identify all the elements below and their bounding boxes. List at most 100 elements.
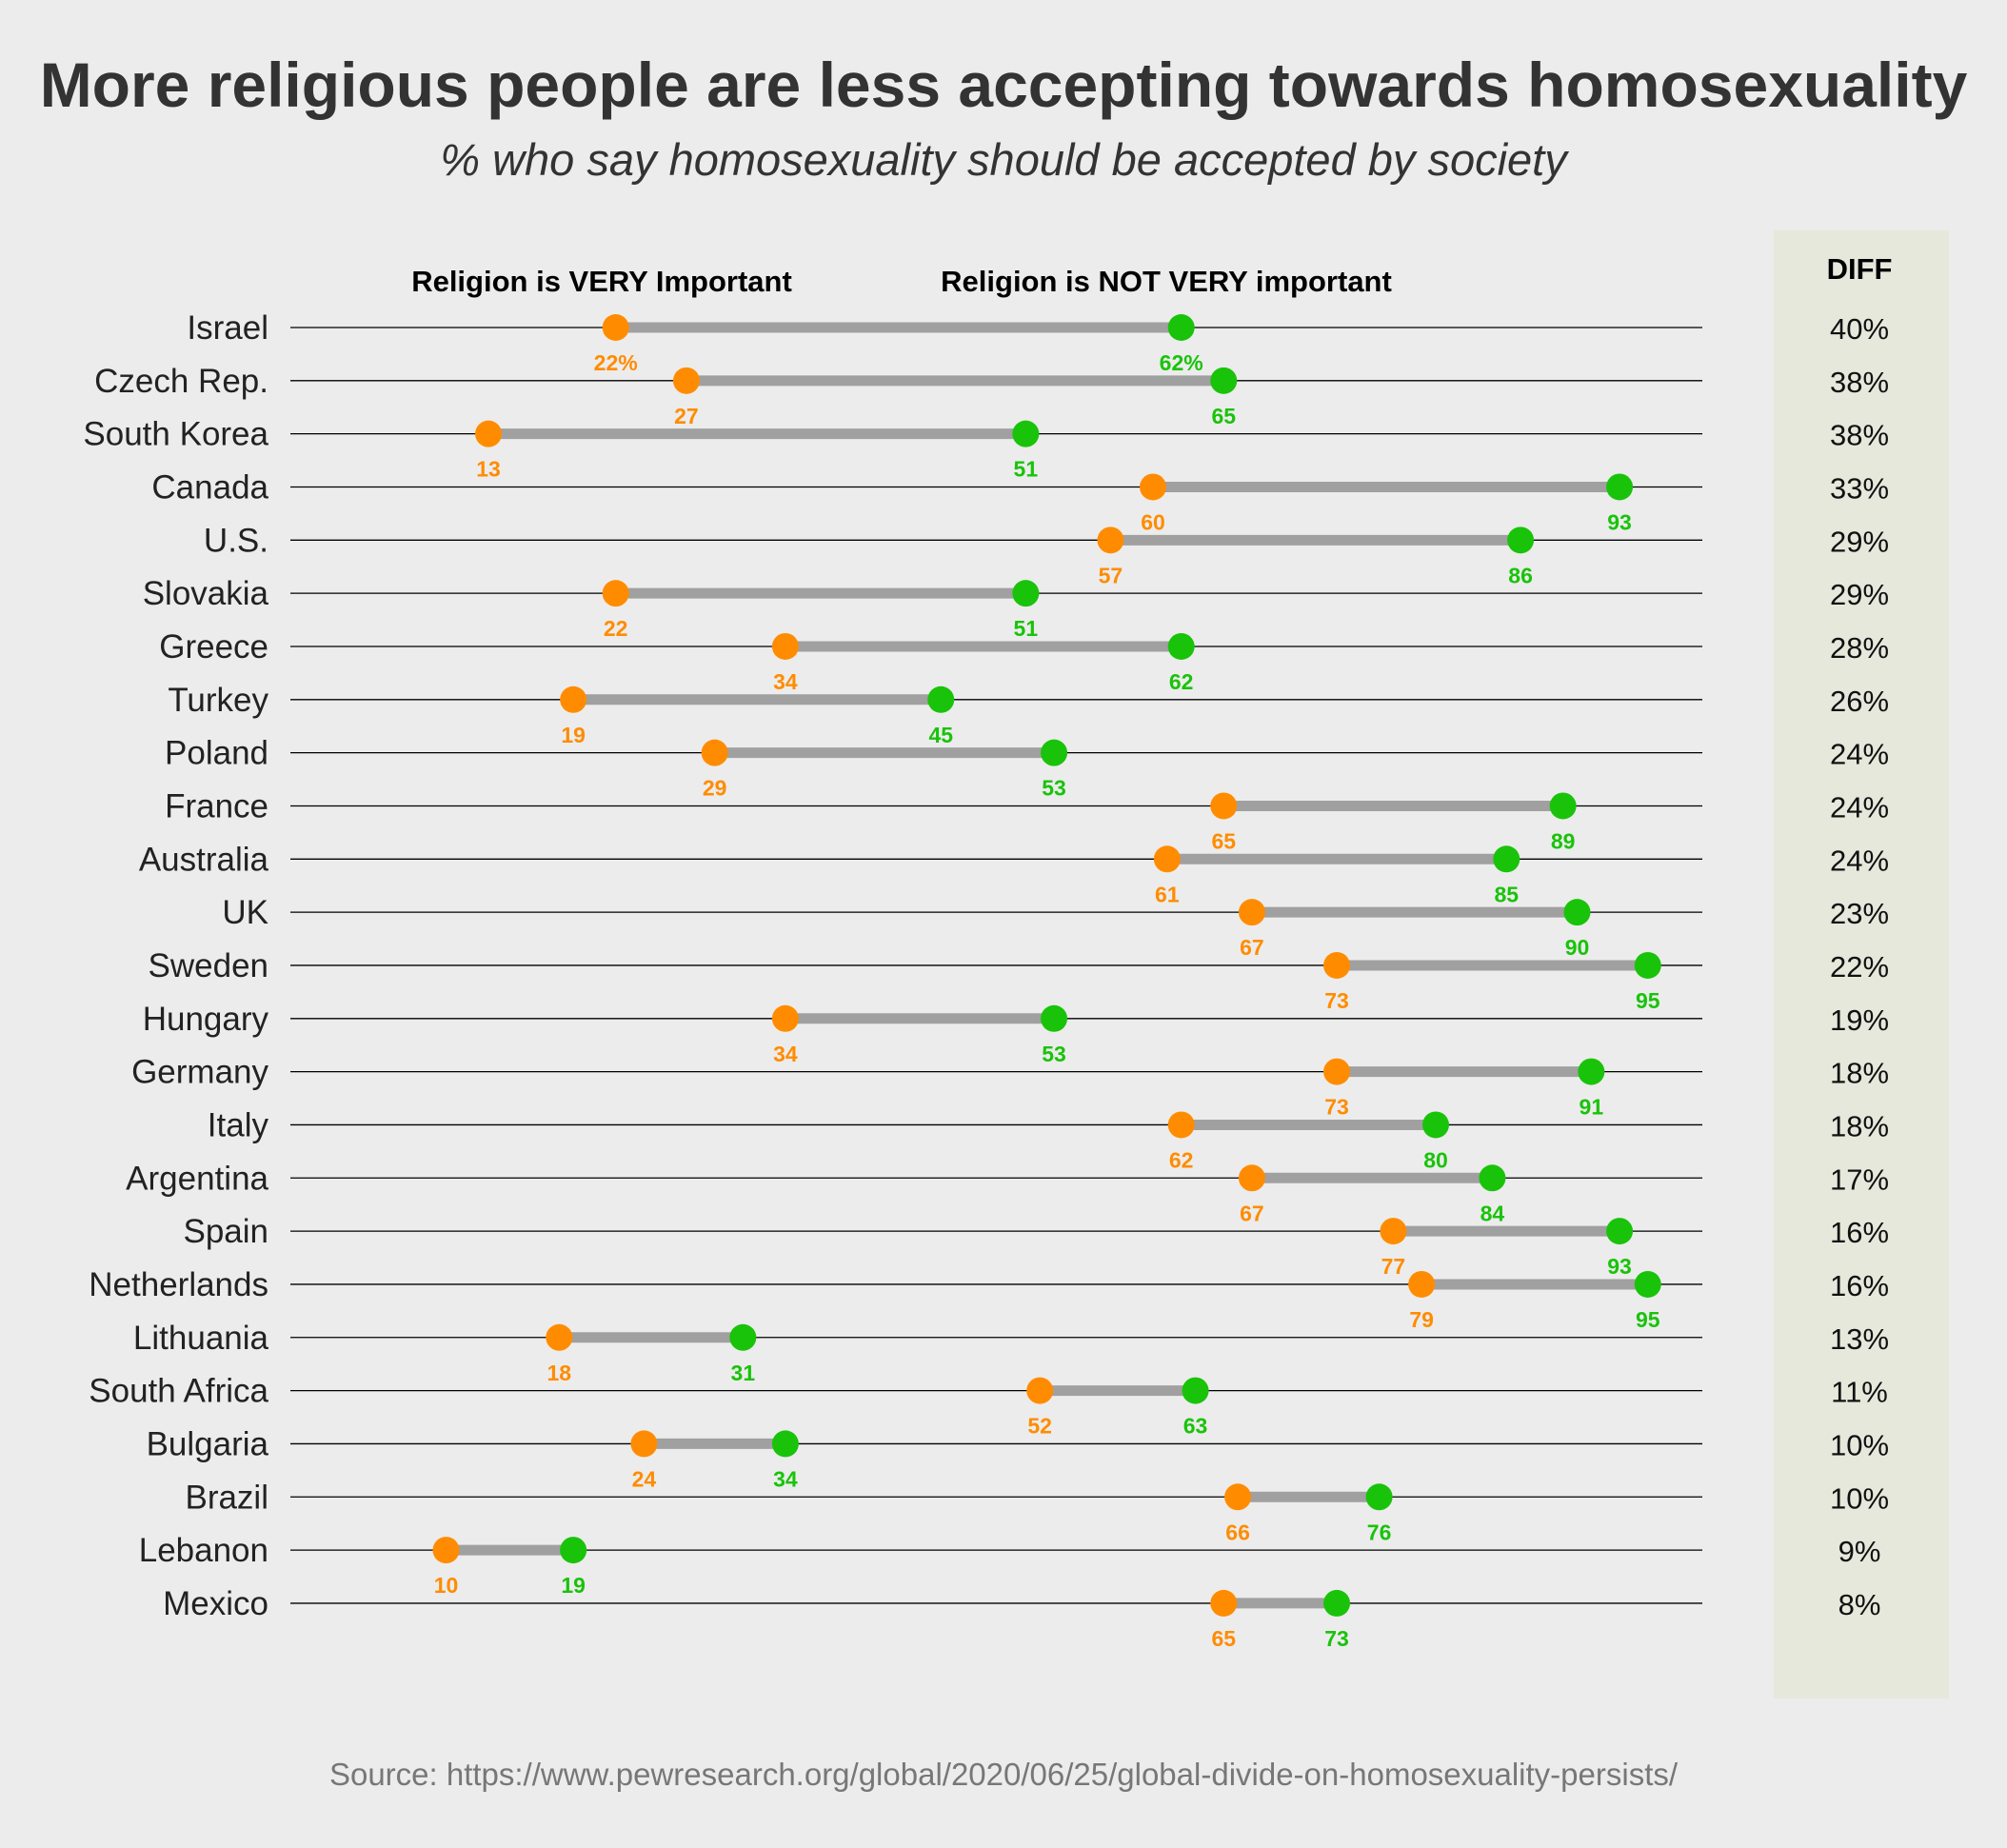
country-label: Slovakia	[143, 575, 269, 612]
value-label-very-important: 67	[1240, 1201, 1264, 1225]
dot-very-important	[1026, 1377, 1054, 1404]
diff-value: 38%	[1830, 419, 1889, 452]
country-label: Sweden	[149, 947, 268, 984]
dot-very-important	[1210, 792, 1238, 820]
value-label-very-important: 65	[1211, 828, 1236, 853]
value-label-very-important: 13	[476, 457, 501, 482]
value-label-not-very-important: 90	[1565, 935, 1590, 960]
diff-value: 24%	[1830, 790, 1889, 824]
diff-value: 18%	[1830, 1057, 1889, 1090]
diff-value: 28%	[1830, 631, 1889, 665]
value-label-very-important: 18	[547, 1361, 572, 1385]
diff-value: 11%	[1831, 1376, 1888, 1409]
country-label: UK	[222, 894, 268, 931]
value-label-very-important: 62	[1169, 1147, 1194, 1172]
dot-very-important	[1140, 473, 1166, 501]
value-label-very-important: 24	[632, 1466, 657, 1491]
value-label-not-very-important: 95	[1636, 988, 1660, 1013]
value-label-very-important: 77	[1381, 1254, 1406, 1279]
dot-not-very-important	[1422, 1111, 1449, 1139]
value-label-not-very-important: 53	[1042, 776, 1066, 801]
country-label: U.S.	[204, 522, 268, 559]
diff-value: 26%	[1830, 685, 1889, 718]
dot-not-very-important	[1012, 420, 1040, 447]
value-label-not-very-important: 73	[1324, 1626, 1349, 1651]
country-label: Israel	[187, 309, 268, 347]
dot-not-very-important	[1167, 632, 1195, 660]
chart-rows: Israel 22% 62% 40% Czech Rep. 27 65 38% South Ko…	[83, 309, 1889, 1651]
diff-value: 9%	[1838, 1535, 1881, 1568]
value-label-not-very-important: 76	[1367, 1520, 1392, 1544]
dot-not-very-important	[1182, 1377, 1209, 1404]
value-label-very-important: 10	[434, 1573, 459, 1598]
dot-very-important	[1224, 1483, 1252, 1511]
dot-very-important	[1408, 1270, 1436, 1298]
value-label-not-very-important: 84	[1480, 1201, 1505, 1225]
value-label-very-important: 67	[1240, 935, 1264, 960]
dot-not-very-important	[1634, 1270, 1661, 1298]
value-label-very-important: 22%	[594, 350, 638, 375]
diff-value: 16%	[1830, 1216, 1889, 1249]
country-label: Lithuania	[133, 1320, 269, 1357]
value-label-very-important: 29	[703, 776, 727, 801]
diff-value: 16%	[1830, 1269, 1889, 1302]
value-label-not-very-important: 93	[1607, 1254, 1632, 1279]
value-label-not-very-important: 91	[1580, 1095, 1604, 1120]
value-label-not-very-important: 86	[1508, 563, 1533, 587]
country-label: Australia	[139, 841, 269, 878]
dot-not-very-important	[1012, 580, 1040, 607]
dot-very-important	[602, 314, 629, 341]
dot-very-important	[1323, 951, 1351, 979]
dot-very-important	[672, 367, 700, 394]
dot-very-important	[1210, 1589, 1238, 1617]
dot-very-important	[771, 1004, 799, 1032]
diff-value: 18%	[1830, 1109, 1889, 1143]
country-label: Bulgaria	[147, 1425, 269, 1462]
country-label: Poland	[165, 735, 268, 772]
value-label-not-very-important: 34	[773, 1466, 798, 1491]
dot-very-important	[475, 420, 503, 447]
diff-value: 17%	[1830, 1162, 1889, 1196]
diff-value: 8%	[1838, 1588, 1881, 1621]
dot-very-important	[1238, 1164, 1265, 1192]
diff-value: 40%	[1830, 312, 1889, 346]
dot-very-important	[1323, 1058, 1351, 1085]
value-label-very-important: 66	[1225, 1520, 1250, 1544]
value-label-not-very-important: 89	[1551, 828, 1576, 853]
diff-value: 29%	[1830, 578, 1889, 611]
value-label-not-very-important: 53	[1042, 1042, 1066, 1066]
dot-very-important	[1153, 845, 1181, 873]
dot-very-important	[432, 1537, 460, 1564]
value-label-very-important: 19	[561, 723, 586, 747]
dot-not-very-important	[927, 686, 955, 713]
dot-not-very-important	[1041, 1004, 1068, 1032]
country-label: Czech Rep.	[94, 363, 268, 400]
dot-very-important	[546, 1323, 573, 1351]
value-label-very-important: 34	[773, 1042, 798, 1066]
country-label: Lebanon	[139, 1532, 268, 1569]
dot-not-very-important	[1493, 845, 1520, 873]
dot-very-important	[1380, 1218, 1407, 1245]
value-label-not-very-important: 95	[1636, 1307, 1660, 1332]
diff-panel	[1774, 230, 1949, 1699]
value-label-not-very-important: 62	[1169, 669, 1194, 694]
value-label-very-important: 27	[674, 404, 699, 428]
chart-subtitle: % who say homosexuality should be accept…	[440, 134, 1569, 185]
diff-value: 29%	[1830, 525, 1889, 558]
diff-value: 19%	[1830, 1003, 1889, 1037]
dot-not-very-important	[1365, 1483, 1393, 1511]
value-label-not-very-important: 93	[1607, 509, 1632, 534]
value-label-not-very-important: 62%	[1160, 350, 1203, 375]
dot-very-important	[1167, 1111, 1195, 1139]
country-label: South Africa	[89, 1373, 268, 1410]
country-label: France	[165, 787, 268, 825]
dot-not-very-important	[1606, 1218, 1634, 1245]
dot-not-very-important	[1634, 951, 1661, 979]
dot-not-very-important	[560, 1537, 587, 1564]
diff-header: DIFF	[1827, 252, 1893, 286]
country-label: Brazil	[185, 1479, 268, 1516]
value-label-very-important: 79	[1409, 1307, 1434, 1332]
diff-value: 38%	[1830, 366, 1889, 399]
